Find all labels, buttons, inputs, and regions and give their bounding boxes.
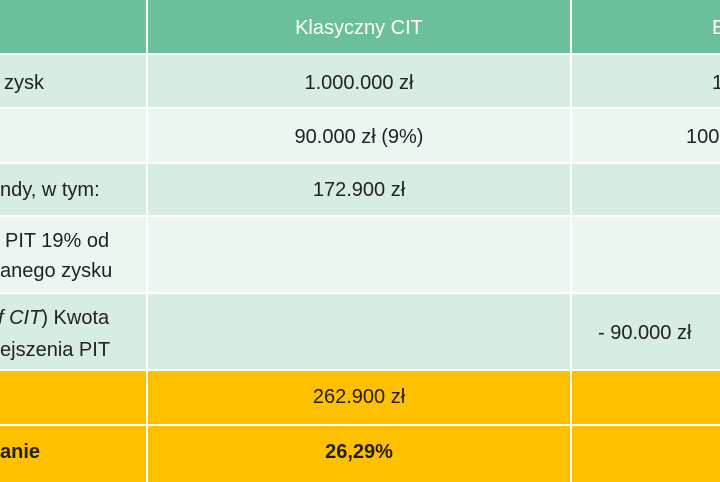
cell-text: 262.900 zł [312, 386, 406, 408]
header-text: E [712, 17, 720, 39]
cell [0, 371, 146, 424]
row-label: anie [0, 441, 41, 463]
cell [0, 109, 146, 162]
cell [572, 217, 720, 292]
cell [572, 164, 720, 215]
row-label: ndy, w tym: [0, 179, 100, 201]
row-label: ejszenia PIT [0, 339, 111, 361]
cell-text: 100 [686, 126, 720, 148]
row-label: PIT 19% od [5, 230, 110, 252]
cell [0, 164, 146, 215]
row-label: zysk [4, 72, 44, 94]
cell [148, 371, 570, 424]
cell-text: 90.000 zł (9%) [294, 126, 424, 148]
cell [0, 217, 146, 292]
header-cell [572, 0, 720, 53]
row-label: f CIT) Kwota [0, 306, 109, 330]
header-cell [0, 0, 146, 53]
text: ) Kwota [41, 307, 110, 329]
italic-text: f CIT [0, 307, 42, 329]
cell [148, 426, 570, 482]
cell [572, 426, 720, 482]
cell [572, 55, 720, 107]
cell [0, 294, 146, 369]
cell [0, 426, 146, 482]
cell-text: 1 [712, 72, 720, 94]
cell [148, 109, 570, 162]
cell-text: 26,29% [325, 441, 393, 463]
header-cell [148, 0, 570, 53]
cell [0, 55, 146, 107]
cell-text: 172.900 zł [312, 179, 406, 201]
cell [148, 164, 570, 215]
cell [572, 294, 720, 369]
header-text: Klasyczny CIT [295, 17, 423, 39]
cell-text: - 90.000 zł [598, 322, 692, 344]
cell [148, 217, 570, 292]
cell [148, 294, 570, 369]
cell [572, 109, 720, 162]
row-label: anego zysku [0, 260, 113, 282]
cell [148, 55, 570, 107]
cell-text: 1.000.000 zł [304, 72, 414, 94]
cell [572, 371, 720, 424]
